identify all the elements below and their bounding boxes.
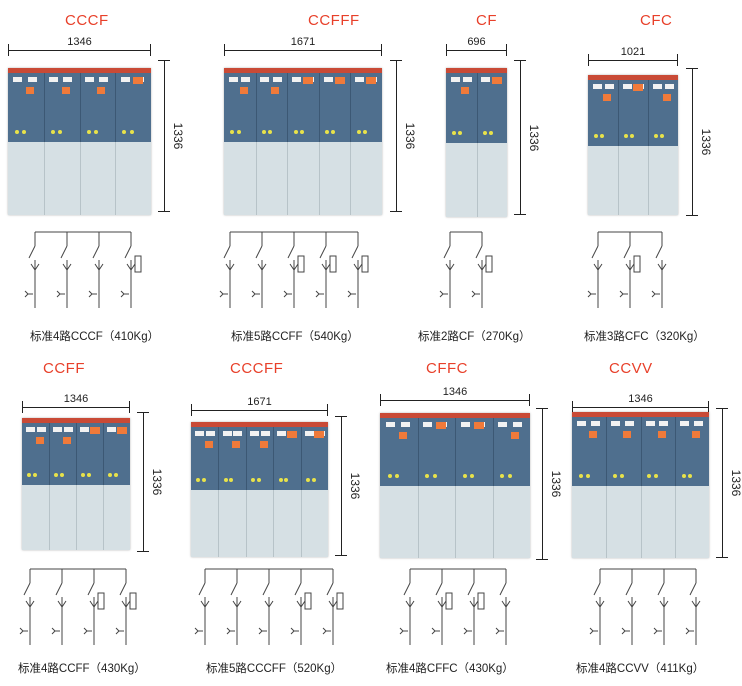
single-line-diagram: [194, 568, 344, 645]
cabinet-top-bar: [22, 418, 130, 423]
cabinet-control-panel: [380, 418, 530, 486]
switchgear-cabinet: [446, 68, 507, 217]
switchgear-cabinet: [572, 412, 709, 558]
width-dimension: 1346: [8, 36, 151, 56]
switchgear-cabinet: [588, 75, 678, 215]
config-title: CCCF: [65, 12, 109, 29]
cabinet-control-panel: [8, 73, 151, 142]
height-dimension: 1336: [536, 408, 563, 560]
height-value: 1336: [171, 122, 185, 150]
cabinet-lower-doors: [572, 486, 709, 558]
single-line-diagram: [589, 568, 701, 645]
height-dimension: 1336: [390, 60, 417, 212]
height-value: 1336: [403, 122, 417, 150]
single-line-diagram: [219, 231, 369, 308]
width-value: 1346: [628, 393, 653, 405]
cabinet-top-bar: [572, 412, 709, 417]
config-title: CFC: [640, 12, 673, 29]
config-title: CCCFF: [230, 360, 284, 377]
switchgear-cabinet: [380, 413, 530, 558]
cabinet-control-panel: [572, 417, 709, 486]
config-caption: 标准5路CCCFF（520Kg）: [206, 663, 343, 675]
width-value: 1346: [63, 393, 89, 405]
cabinet-lower-doors: [380, 486, 530, 558]
height-dimension: 1336: [335, 416, 362, 556]
width-value: 1671: [247, 396, 272, 408]
switchgear-cabinet: [191, 422, 328, 557]
cabinet-top-bar: [8, 68, 151, 73]
config-caption: 标准4路CCVV（411Kg）: [576, 663, 705, 675]
cabinet-top-bar: [446, 68, 507, 73]
height-value: 1336: [549, 470, 563, 498]
width-value: 1346: [442, 386, 468, 398]
single-line-diagram: [24, 231, 142, 308]
width-dimension: 1021: [588, 46, 678, 66]
cabinet-top-bar: [224, 68, 382, 73]
cabinet-control-panel: [588, 80, 678, 146]
config-title: CCFF: [43, 360, 85, 377]
width-dimension: 1671: [224, 36, 382, 56]
width-dimension: 696: [446, 36, 507, 56]
height-value: 1336: [729, 469, 742, 497]
height-dimension: 1336: [137, 412, 164, 552]
height-value: 1336: [150, 468, 164, 496]
height-dimension: 1336: [716, 408, 742, 558]
cabinet-top-bar: [588, 75, 678, 80]
cabinet-lower-doors: [224, 142, 382, 215]
single-line-diagram: [439, 231, 493, 308]
width-dimension: 1671: [191, 396, 328, 416]
switchgear-cabinet: [22, 418, 130, 550]
height-dimension: 1336: [686, 68, 713, 216]
single-line-diagram: [19, 568, 137, 645]
config-title: CCVV: [609, 360, 653, 377]
cabinet-control-panel: [224, 73, 382, 142]
config-title: CFFC: [426, 360, 468, 377]
height-value: 1336: [699, 128, 713, 156]
width-dimension: 1346: [22, 393, 130, 413]
height-value: 1336: [527, 124, 541, 151]
cabinet-lower-doors: [191, 490, 328, 557]
width-dimension: 1346: [380, 386, 530, 406]
config-caption: 标准4路CCCF（410Kg）: [30, 331, 160, 343]
single-line-diagram: [587, 231, 667, 308]
height-value: 1336: [348, 472, 362, 500]
cabinet-lower-doors: [8, 142, 151, 215]
config-caption: 标准2路CF（270Kg）: [418, 331, 531, 343]
cabinet-control-panel: [191, 427, 328, 490]
cabinet-lower-doors: [22, 485, 130, 550]
cabinet-control-panel: [22, 423, 130, 485]
config-title: CCFFF: [308, 12, 360, 29]
cabinet-control-panel: [446, 73, 507, 143]
cabinet-top-bar: [380, 413, 530, 418]
width-value: 1346: [67, 36, 92, 48]
single-line-diagram: [399, 568, 511, 645]
config-caption: 标准5路CCFF（540Kg）: [231, 331, 359, 343]
config-caption: 标准4路CCFF（430Kg）: [18, 663, 146, 675]
switchgear-cabinet: [224, 68, 382, 215]
config-title: CF: [476, 12, 497, 29]
cabinet-top-bar: [191, 422, 328, 427]
height-dimension: 1336: [514, 60, 541, 215]
width-value: 1671: [290, 36, 316, 48]
cabinet-lower-doors: [588, 146, 678, 215]
height-dimension: 1336: [158, 60, 185, 212]
width-dimension: 1346: [572, 393, 709, 413]
cabinet-lower-doors: [446, 143, 507, 217]
config-caption: 标准4路CFFC（430Kg）: [386, 663, 514, 675]
switchgear-cabinet: [8, 68, 151, 215]
width-value: 696: [467, 36, 486, 48]
width-value: 1021: [620, 46, 646, 58]
config-caption: 标准3路CFC（320Kg）: [584, 331, 705, 343]
